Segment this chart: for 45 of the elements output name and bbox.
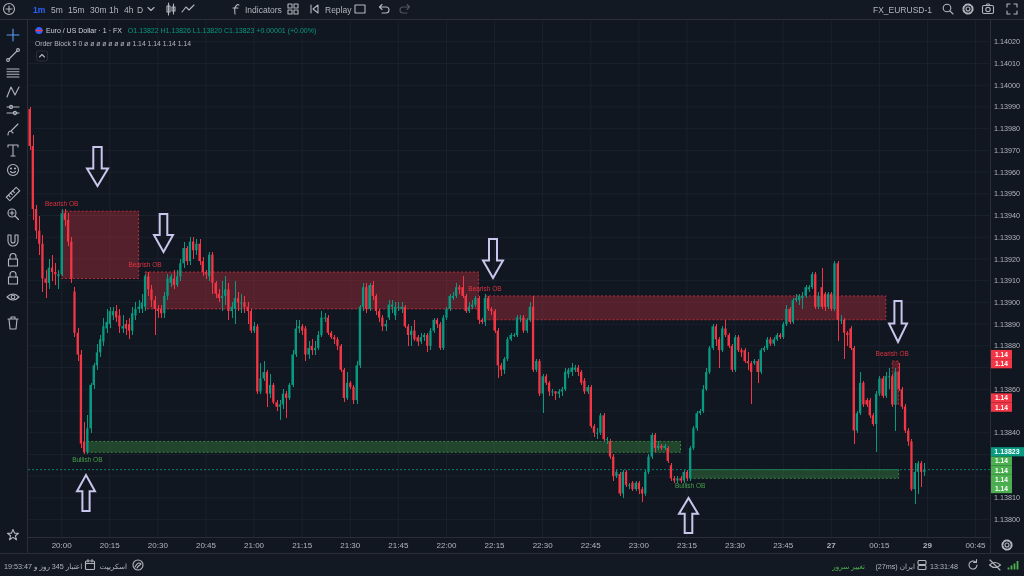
x-tick-label: 21:45 xyxy=(388,541,409,550)
text: FX_EURUSD-1 xyxy=(872,4,933,15)
x-tick-label: 22:15 xyxy=(484,541,506,550)
text: 5m xyxy=(51,4,63,15)
x-tick-label: 20:30 xyxy=(147,541,169,550)
x-tick-label: 22:45 xyxy=(580,541,602,550)
x-tick-label: 21:15 xyxy=(292,541,313,550)
x-tick-label: 27 xyxy=(826,541,837,550)
text: Indicators xyxy=(245,4,282,15)
x-tick-label: 20:00 xyxy=(51,541,73,550)
text: 30m xyxy=(90,4,107,15)
x-tick-label: 00:45 xyxy=(965,541,987,550)
candlestick xyxy=(599,412,602,436)
text: 1h xyxy=(109,4,119,15)
x-tick-label: 23:15 xyxy=(676,541,698,550)
candlestick xyxy=(541,373,544,414)
candlestick xyxy=(153,295,156,336)
x-tick-label: 23:30 xyxy=(725,541,746,550)
candlestick xyxy=(57,269,60,290)
candlestick xyxy=(352,384,355,405)
text: D xyxy=(137,4,144,15)
text: 15m xyxy=(68,4,85,15)
x-tick-label: 21:30 xyxy=(340,541,361,550)
x-tick-label: 21:00 xyxy=(244,541,265,550)
candlestick xyxy=(118,308,121,334)
candlestick xyxy=(413,319,416,342)
candlestick xyxy=(131,306,134,336)
x-tick-label: 29 xyxy=(923,541,933,550)
candlestick xyxy=(227,282,230,321)
x-tick-label: 00:15 xyxy=(869,541,890,550)
x-tick-label: 20:45 xyxy=(195,541,217,550)
x-tick-label: 22:30 xyxy=(532,541,554,550)
x-tick-label: 20:15 xyxy=(99,541,121,550)
candlestick xyxy=(121,314,124,334)
text: 1m xyxy=(33,4,46,15)
text: Replay xyxy=(325,4,353,15)
candlestick xyxy=(881,375,884,399)
candlestick xyxy=(602,412,605,442)
x-tick-label: 23:45 xyxy=(773,541,794,550)
x-tick-label: 22:00 xyxy=(436,541,458,550)
candlestick xyxy=(268,373,272,399)
text: 4h xyxy=(124,4,134,15)
candlestick xyxy=(368,282,371,312)
x-tick-label: 23:00 xyxy=(628,541,650,550)
candlestick xyxy=(259,362,262,395)
